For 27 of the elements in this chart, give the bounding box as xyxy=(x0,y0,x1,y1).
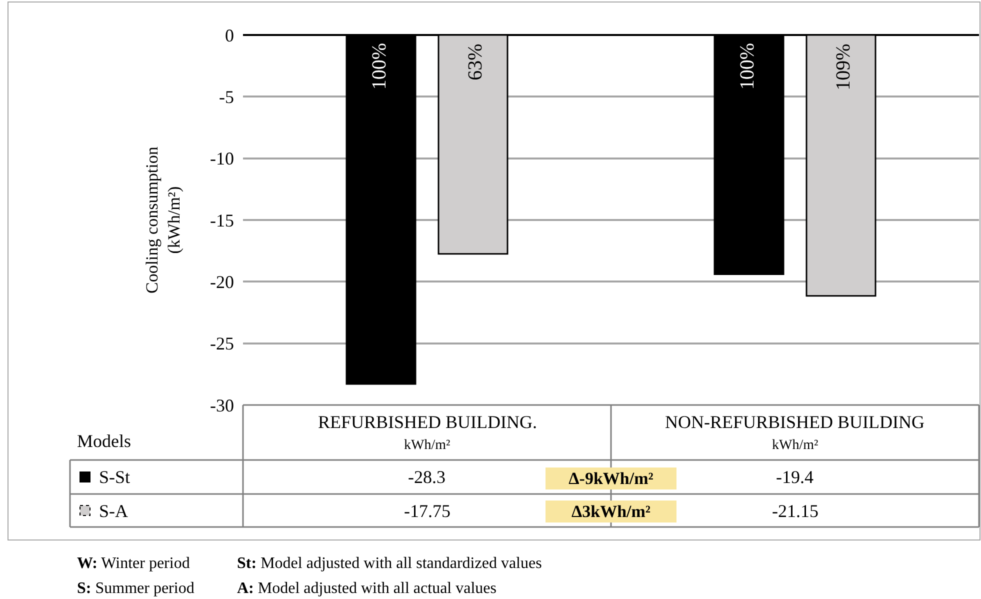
x-tick-label: REFURBISHED BUILDING. kWh/m² xyxy=(318,412,538,453)
text: S: Summer period xyxy=(77,580,194,597)
text: St: Model adjusted with all standardized values xyxy=(237,555,542,572)
y-tick-label: 0 xyxy=(225,25,234,46)
legend-title: Models xyxy=(77,431,131,451)
text: Δ3kWh/m² xyxy=(571,502,651,521)
text: W: Winter period xyxy=(77,555,190,572)
annotation: 100% xyxy=(736,42,759,90)
legend-label: S-A xyxy=(99,501,128,521)
data-label: -19.4 xyxy=(776,467,814,487)
data-label: -28.3 xyxy=(408,467,446,487)
y-tick-label: -20 xyxy=(210,272,234,292)
annotation: 63% xyxy=(464,44,486,80)
y-axis-title: Cooling consumption (kWh/m²) xyxy=(142,146,184,294)
annotation: 100% xyxy=(368,42,391,90)
legend-label: S-St xyxy=(99,467,130,487)
y-tick-label: -5 xyxy=(219,86,234,107)
y-tick-label: -25 xyxy=(210,334,234,354)
text: Δ-9kWh/m² xyxy=(568,469,654,488)
annotation: 109% xyxy=(832,44,854,90)
data-label: -17.75 xyxy=(404,501,450,521)
y-tick-label: -15 xyxy=(210,210,234,230)
data-label: -21.15 xyxy=(772,501,818,521)
text: A: Model adjusted with all actual values xyxy=(237,580,496,597)
y-tick-label: -10 xyxy=(210,148,234,169)
y-tick-label: -30 xyxy=(210,395,234,416)
x-tick-label: NON-REFURBISHED BUILDING kWh/m² xyxy=(665,412,924,453)
